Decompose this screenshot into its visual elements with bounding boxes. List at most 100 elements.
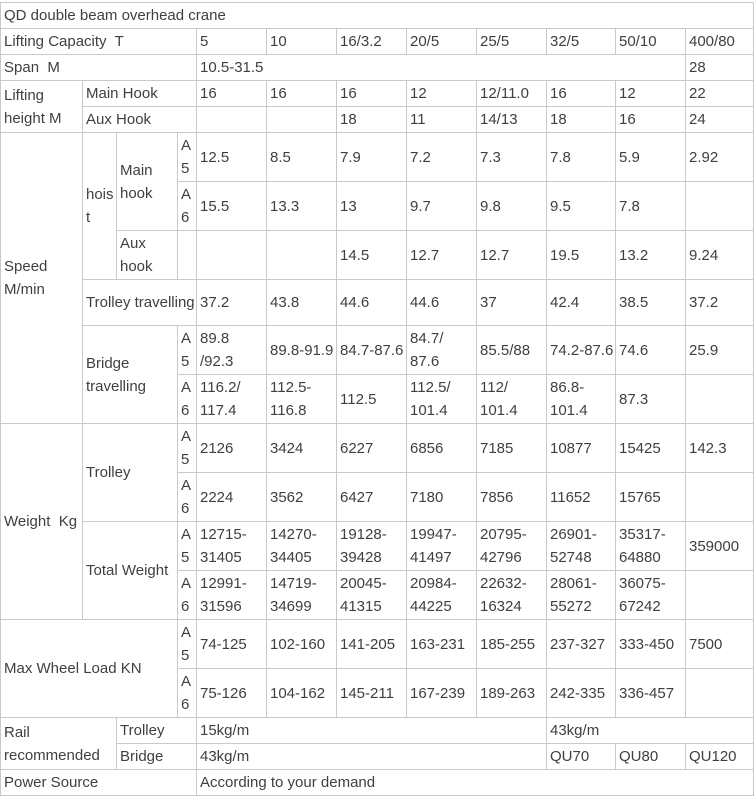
lifting-capacity-label: Lifting Capacity T <box>0 28 197 55</box>
wheel-load-cell: 75-126 <box>196 668 267 718</box>
weight-cell: 6427 <box>336 472 407 522</box>
weight-trolley-a5-row: Weight Kg Trolley A5 2126 3424 6227 6856… <box>0 423 754 620</box>
wheel-load-cell: 74-125 <box>196 619 267 669</box>
weight-trolley-label: Trolley <box>82 423 178 522</box>
speed-cell <box>684 374 754 424</box>
weight-cell: 11652 <box>546 472 616 522</box>
speed-main-hook-label: Main hook <box>116 132 178 231</box>
span-value: 10.5-31.5 <box>196 54 686 81</box>
a6-label: A6 <box>177 570 197 620</box>
speed-cell: 86.8- 101.4 <box>546 374 616 424</box>
height-cell: 18 <box>336 106 407 133</box>
capacity-cell: 5 <box>196 28 267 55</box>
wheel-load-cell <box>684 668 754 718</box>
a6-label: A6 <box>177 668 197 718</box>
rail-cell: 15kg/m <box>196 717 547 744</box>
speed-cell: 25.9 <box>684 325 754 375</box>
height-cell: 14/13 <box>476 106 547 133</box>
weight-cell: 35317- 64880 <box>615 521 686 571</box>
total-weight-label: Total Weight <box>82 521 178 620</box>
capacity-cell: 400/80 <box>684 28 754 55</box>
speed-cell: 12.7 <box>406 230 477 280</box>
weight-cell <box>684 570 754 620</box>
capacity-cell: 25/5 <box>476 28 547 55</box>
rail-cell: QU120 <box>684 743 754 770</box>
speed-aux-hook-row: Aux hook 14.5 12.7 12.7 19.5 13.2 9.24 <box>1 230 754 280</box>
wheel-load-cell: 102-160 <box>266 619 337 669</box>
speed-cell: 112/ 101.4 <box>476 374 547 424</box>
main-hook-height-row: Lifting height M Main Hook 16 16 16 12 1… <box>0 80 754 133</box>
rail-trolley-label: Trolley <box>116 717 197 744</box>
capacity-cell: 20/5 <box>406 28 477 55</box>
height-cell: 11 <box>406 106 477 133</box>
speed-cell: 19.5 <box>546 230 616 280</box>
a-label-empty <box>177 230 197 280</box>
rail-cell: QU70 <box>546 743 616 770</box>
speed-cell: 9.24 <box>684 230 754 280</box>
speed-cell: 112.5 <box>336 374 407 424</box>
speed-cell: 84.7-87.6 <box>336 325 407 375</box>
weight-cell: 6227 <box>336 423 407 473</box>
bridge-travelling-a5-row: Bridge travelling A5 89.8 /92.3 89.8-91.… <box>1 325 754 424</box>
speed-cell: 89.8 /92.3 <box>196 325 267 375</box>
speed-main-hook-a5-row: Speed M/min hoist Main hook A5 12.5 8.5 … <box>0 132 754 424</box>
weight-cell: 10877 <box>546 423 616 473</box>
wheel-load-cell: 242-335 <box>546 668 616 718</box>
a5-label: A5 <box>177 619 197 669</box>
aux-hook-label: Aux Hook <box>82 106 197 133</box>
bridge-travelling-a6-row: A6 116.2/ 117.4 112.5- 116.8 112.5 112.5… <box>1 374 754 424</box>
height-cell: 12 <box>406 80 477 107</box>
speed-cell: 37.2 <box>196 279 267 326</box>
height-cell: 18 <box>546 106 616 133</box>
power-source-value: According to your demand <box>195 769 754 796</box>
height-cell: 22 <box>684 80 754 107</box>
weight-cell: 3424 <box>266 423 337 473</box>
weight-cell: 3562 <box>266 472 337 522</box>
weight-cell: 20795- 42796 <box>476 521 547 571</box>
max-wheel-label: Max Wheel Load KN <box>0 619 178 718</box>
capacity-cell: 10 <box>266 28 337 55</box>
speed-cell: 7.2 <box>406 132 477 182</box>
power-source-label: Power Source <box>0 769 197 796</box>
weight-cell: 2126 <box>196 423 267 473</box>
a6-label: A6 <box>177 472 197 522</box>
speed-cell: 7.8 <box>546 132 616 182</box>
weight-cell: 19128- 39428 <box>336 521 407 571</box>
speed-cell <box>196 230 267 280</box>
wheel-load-cell: 7500 <box>684 619 754 669</box>
weight-label: Weight Kg <box>0 423 83 620</box>
speed-cell: 116.2/ 117.4 <box>196 374 267 424</box>
speed-cell: 37.2 <box>684 279 754 326</box>
speed-main-hook-a6-row: A6 15.5 13.3 13 9.7 9.8 9.5 7.8 <box>1 181 754 231</box>
a5-label: A5 <box>177 521 197 571</box>
speed-cell: 13.2 <box>615 230 686 280</box>
height-cell: 16 <box>336 80 407 107</box>
speed-cell: 2.92 <box>684 132 754 182</box>
weight-cell: 26901- 52748 <box>546 521 616 571</box>
weight-cell: 14270- 34405 <box>266 521 337 571</box>
speed-cell: 7.9 <box>336 132 407 182</box>
speed-cell <box>684 181 754 231</box>
span-row: Span M 10.5-31.5 28 <box>0 54 754 81</box>
title-row: QD double beam overhead crane <box>0 2 754 29</box>
weight-cell: 7856 <box>476 472 547 522</box>
speed-cell: 8.5 <box>266 132 337 182</box>
weight-cell: 19947- 41497 <box>406 521 477 571</box>
weight-cell: 20984- 44225 <box>406 570 477 620</box>
weight-cell: 22632- 16324 <box>476 570 547 620</box>
speed-cell: 42.4 <box>546 279 616 326</box>
capacity-cell: 16/3.2 <box>336 28 407 55</box>
weight-cell: 142.3 <box>684 423 754 473</box>
speed-cell: 89.8-91.9 <box>266 325 337 375</box>
height-cell: 12 <box>615 80 686 107</box>
wheel-load-cell: 333-450 <box>615 619 686 669</box>
speed-cell <box>266 230 337 280</box>
bridge-travelling-label: Bridge travelling <box>82 325 178 424</box>
lifting-capacity-row: Lifting Capacity T 5 10 16/3.2 20/5 25/5… <box>0 28 754 55</box>
speed-cell: 15.5 <box>196 181 267 231</box>
height-cell: 24 <box>684 106 754 133</box>
weight-cell: 28061- 55272 <box>546 570 616 620</box>
speed-cell: 44.6 <box>406 279 477 326</box>
speed-cell: 7.8 <box>615 181 686 231</box>
speed-cell: 5.9 <box>615 132 686 182</box>
